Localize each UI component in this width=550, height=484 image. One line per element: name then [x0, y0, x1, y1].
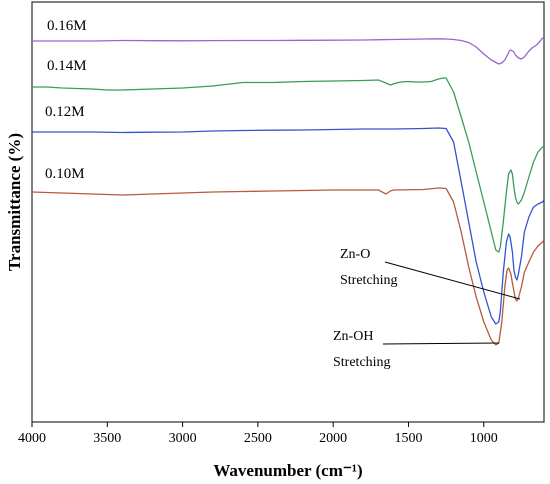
series-label-3: 0.10M	[45, 166, 85, 182]
x-tick-label: 2000	[319, 431, 347, 446]
series-line-3	[31, 187, 545, 346]
x-tick-label: 3000	[169, 431, 197, 446]
series-lines	[31, 37, 545, 346]
series-label-0: 0.16M	[47, 18, 87, 34]
series-label-1: 0.14M	[47, 58, 87, 74]
annotation-1-leader	[382, 342, 500, 345]
plot-frame	[31, 1, 545, 423]
x-tick-label: 1000	[470, 431, 498, 446]
series-line-1	[32, 77, 544, 253]
annotation-1-line1: Zn-OH	[333, 329, 373, 344]
x-tick-label: 2500	[244, 431, 272, 446]
annotation-1-line2: Stretching	[333, 355, 391, 370]
x-tick-label: 3500	[93, 431, 121, 446]
x-axis-ticks: 4000 3500 3000 2500 2000 1500 1000	[18, 422, 498, 446]
y-axis-label: Transmittance (%)	[5, 133, 24, 271]
annotation-0-leader	[384, 261, 521, 300]
x-tick-label: 1500	[394, 431, 422, 446]
series-line-2	[32, 127, 545, 325]
annotation-0-line1: Zn-O	[340, 247, 370, 262]
series-line-0	[32, 37, 544, 65]
x-axis-label: Wavenumber (cm⁻¹)	[213, 461, 362, 480]
annotation-0-line2: Stretching	[340, 273, 398, 288]
x-tick-label: 4000	[18, 431, 46, 446]
series-label-2: 0.12M	[45, 104, 85, 120]
